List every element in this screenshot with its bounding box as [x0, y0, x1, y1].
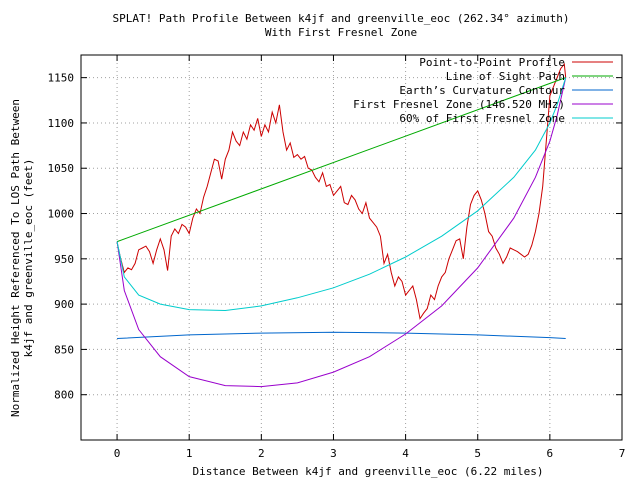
x-tick-label-7: 7	[619, 447, 626, 460]
y-axis-label-line1: Normalized Height Referenced To LOS Path…	[9, 99, 22, 417]
grid	[81, 55, 622, 440]
y-tick-label-3: 950	[54, 253, 74, 266]
legend-label-3: First Fresnel Zone (146.520 MHz)	[353, 98, 565, 111]
series-line-4	[116, 77, 567, 312]
x-tick-label-0: 0	[114, 447, 121, 460]
y-tick-label-7: 1150	[48, 72, 75, 85]
chart-title: SPLAT! Path Profile Between k4jf and gre…	[113, 12, 570, 25]
series-line-3	[116, 77, 567, 388]
series-line-2	[117, 331, 566, 339]
x-axis-label: Distance Between k4jf and greenville_eoc…	[193, 465, 544, 478]
y-axis-label-line2: k4jf and greenville_eoc (feet)	[22, 159, 35, 358]
legend-label-4: 60% of First Fresnel Zone	[399, 112, 565, 125]
y-tick-label-4: 1000	[48, 208, 75, 221]
series-line-0	[116, 62, 567, 320]
y-tick-label-0: 800	[54, 389, 74, 402]
plot-frame	[80, 54, 623, 441]
legend-label-2: Earth’s Curvature Contour	[399, 84, 565, 97]
series-lines	[116, 62, 567, 388]
x-tick-label-5: 5	[474, 447, 481, 460]
chart-subtitle: With First Fresnel Zone	[265, 26, 417, 39]
x-tick-label-4: 4	[402, 447, 409, 460]
y-tick-label-5: 1050	[48, 162, 75, 175]
legend-label-0: Point-to-Point Profile	[419, 56, 565, 69]
series-line-1	[116, 77, 566, 243]
x-tick-label-6: 6	[547, 447, 554, 460]
legend-label-1: Line of Sight Path	[446, 70, 565, 83]
x-tick-label-2: 2	[258, 447, 265, 460]
y-tick-label-6: 1100	[48, 117, 75, 130]
y-tick-label-1: 850	[54, 343, 74, 356]
x-tick-label-3: 3	[330, 447, 337, 460]
y-tick-label-2: 900	[54, 298, 74, 311]
x-tick-label-1: 1	[186, 447, 193, 460]
axes: 0 1 2 3 4 5 6 7 800 850 900 950 1000 1050 1100 1150	[48, 54, 626, 460]
